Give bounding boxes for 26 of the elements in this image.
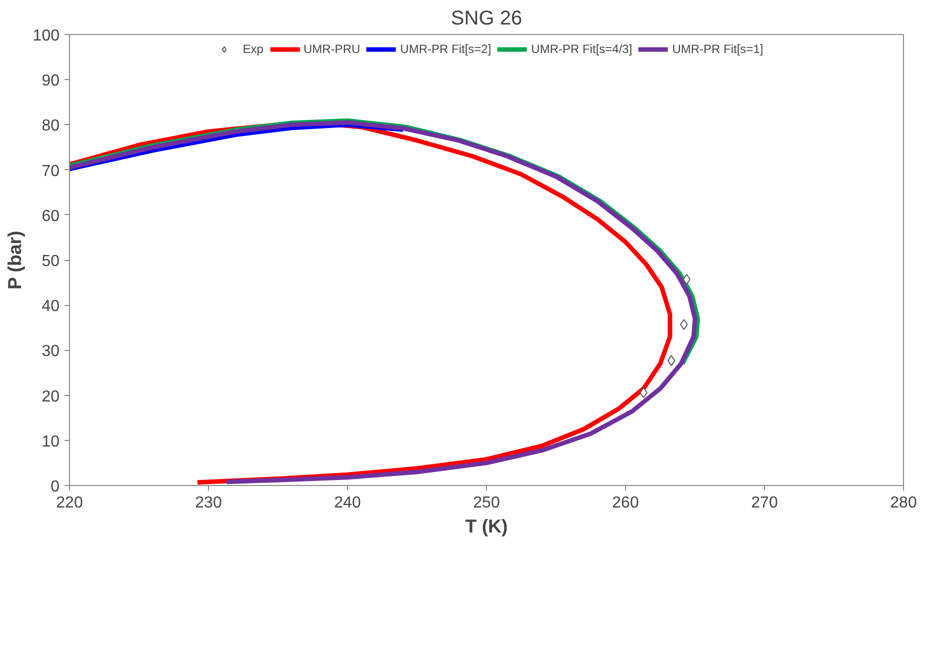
x-tick-label: 270 [751, 494, 778, 512]
x-tick-label: 240 [334, 494, 361, 512]
y-tick-label: 0 [50, 478, 60, 496]
y-tick-label: 30 [42, 343, 60, 360]
y-tick-label: 50 [42, 253, 60, 270]
legend-label: UMR-PR Fit[s=1] [672, 42, 764, 56]
x-tick-label: 250 [473, 494, 500, 512]
y-tick-label: 20 [42, 388, 60, 406]
y-tick-label: 100 [32, 28, 60, 44]
x-tick-label: 220 [56, 494, 83, 512]
y-tick-label: 70 [42, 162, 60, 180]
x-tick-label: 230 [195, 494, 222, 512]
legend-label: UMR-PR Fit[s=2] [400, 42, 492, 56]
chart-title: SNG 26 [450, 8, 522, 30]
legend-label: Exp [242, 42, 264, 56]
legend-label: UMR-PRU [303, 42, 360, 56]
x-tick-label: 280 [890, 494, 917, 512]
y-tick-label: 10 [42, 433, 60, 450]
y-tick-label: 80 [42, 118, 60, 135]
y-tick-label: 60 [42, 208, 60, 225]
y-tick-label: 90 [42, 72, 60, 90]
x-tick-label: 260 [612, 494, 639, 512]
legend-label: UMR-PR Fit[s=4/3] [531, 42, 632, 56]
y-tick-label: 40 [42, 298, 60, 316]
x-axis-title: T (K) [465, 516, 508, 536]
y-axis-title: P (bar) [4, 230, 25, 290]
